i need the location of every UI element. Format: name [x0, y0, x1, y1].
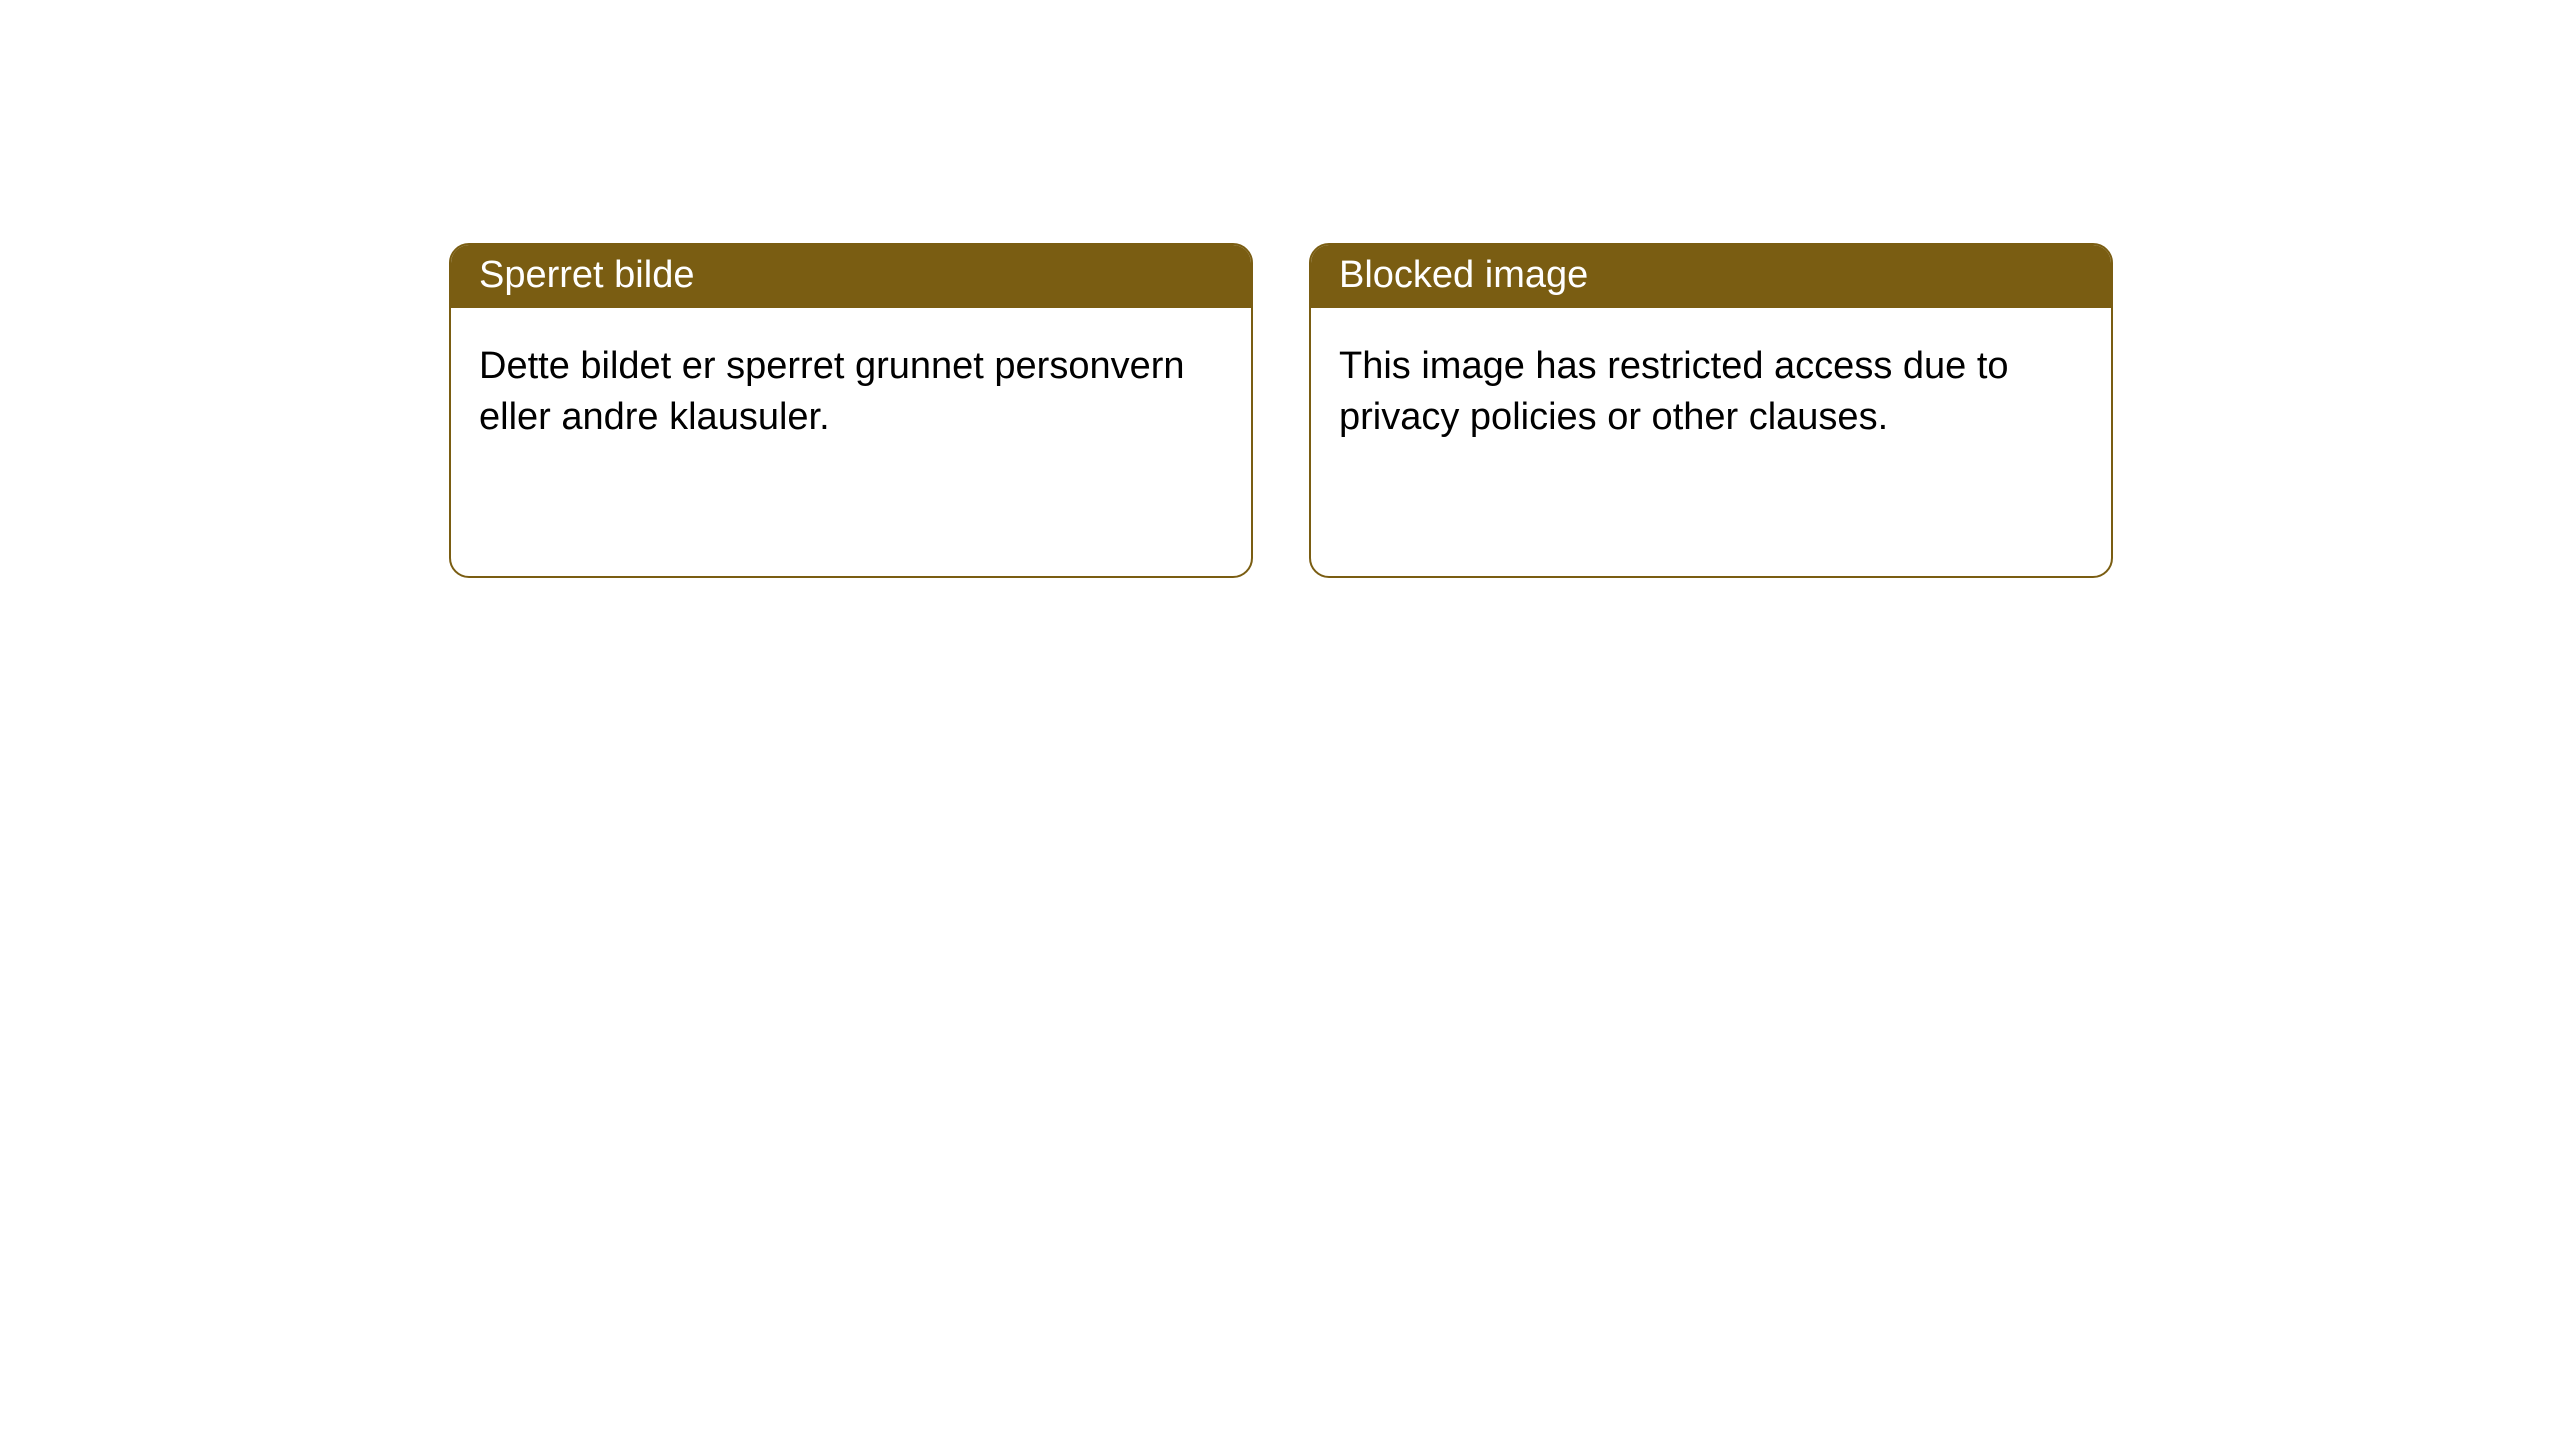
notice-card-english: Blocked image This image has restricted … — [1309, 243, 2113, 578]
notice-body-english: This image has restricted access due to … — [1311, 308, 2111, 477]
notice-title-english: Blocked image — [1311, 245, 2111, 308]
notice-body-norwegian: Dette bildet er sperret grunnet personve… — [451, 308, 1251, 477]
notice-card-norwegian: Sperret bilde Dette bildet er sperret gr… — [449, 243, 1253, 578]
notice-container: Sperret bilde Dette bildet er sperret gr… — [0, 0, 2560, 578]
notice-title-norwegian: Sperret bilde — [451, 245, 1251, 308]
